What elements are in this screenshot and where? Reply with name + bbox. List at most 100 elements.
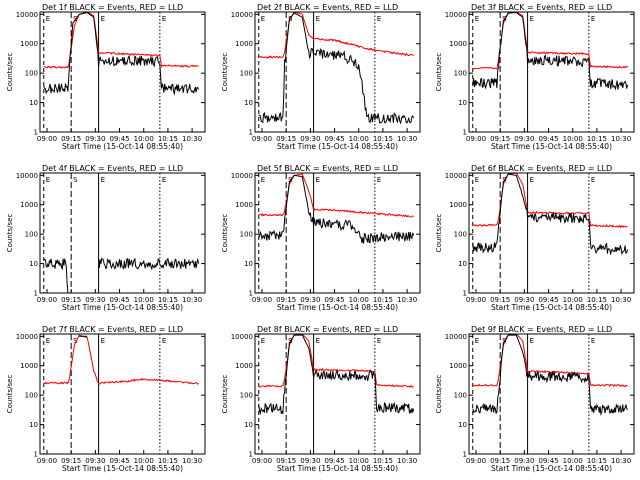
x-tick-label: 09:15: [276, 135, 296, 143]
events-series-line: [472, 334, 629, 416]
x-tick-label: 09:45: [324, 457, 344, 465]
x-axis-label: Start Time (15-Oct-14 08:55:40): [277, 464, 398, 473]
x-tick-label: 10:00: [349, 135, 369, 143]
y-tick-label: 1: [249, 290, 253, 298]
x-tick-label: 10:30: [611, 135, 631, 143]
x-axis-label: Start Time (15-Oct-14 08:55:40): [277, 303, 398, 312]
panel-title: Det 1f BLACK = Events, RED = LLD: [42, 3, 183, 12]
event-marker-label: E: [261, 176, 265, 184]
x-tick-label: 10:00: [563, 457, 583, 465]
x-tick-label: 10:30: [182, 135, 202, 143]
x-tick-label: 09:30: [85, 296, 105, 304]
panel-det-4: Det 4f BLACK = Events, RED = LLD E S E E 1 10 1…: [6, 164, 206, 312]
y-tick-label: 10000: [231, 11, 253, 19]
event-marker-label: E: [101, 176, 105, 184]
lld-series-line: [472, 333, 628, 388]
panel-title: Det 2f BLACK = Events, RED = LLD: [257, 3, 398, 12]
panel-title: Det 7f BLACK = Events, RED = LLD: [42, 325, 183, 334]
y-tick-label: 10000: [445, 11, 467, 19]
y-tick-label: 1: [463, 129, 467, 137]
y-tick-label: 10: [244, 260, 253, 268]
plot-frame: [468, 11, 635, 133]
x-tick-label: 09:15: [490, 457, 510, 465]
x-tick-label: 09:00: [37, 135, 57, 143]
event-marker-label: E: [591, 176, 595, 184]
y-tick-label: 1: [34, 129, 38, 137]
y-tick-label: 1000: [235, 362, 253, 370]
y-tick-label: 1000: [20, 201, 38, 209]
event-marker-label: E: [591, 337, 595, 345]
event-marker-label: E: [316, 15, 320, 23]
y-tick-label: 10: [29, 421, 38, 429]
x-tick-label: 09:30: [300, 135, 320, 143]
x-tick-label: 09:15: [61, 457, 81, 465]
x-tick-label: 10:30: [182, 296, 202, 304]
x-tick-label: 09:00: [37, 457, 57, 465]
x-tick-label: 09:30: [85, 457, 105, 465]
y-tick-label: 10: [458, 99, 467, 107]
y-tick-label: 100: [240, 392, 253, 400]
x-tick-label: 09:15: [490, 135, 510, 143]
events-series-line: [98, 257, 200, 271]
events-series-line: [258, 12, 415, 125]
x-tick-label: 09:15: [490, 296, 510, 304]
x-tick-label: 10:15: [158, 457, 178, 465]
y-tick-label: 10: [244, 99, 253, 107]
x-axis-label: Start Time (15-Oct-14 08:55:40): [491, 142, 612, 151]
y-tick-label: 1: [463, 290, 467, 298]
y-tick-label: 10000: [16, 11, 38, 19]
event-marker-label: E: [377, 176, 381, 184]
y-tick-label: 1000: [449, 201, 467, 209]
y-tick-label: 1000: [20, 40, 38, 48]
x-tick-label: 09:45: [324, 135, 344, 143]
panel-title: Det 6f BLACK = Events, RED = LLD: [471, 164, 612, 173]
plot-frame: [39, 11, 206, 133]
event-marker-label: E: [316, 337, 320, 345]
x-tick-label: 10:00: [349, 457, 369, 465]
x-tick-label: 09:00: [37, 296, 57, 304]
event-marker-label: E: [530, 176, 534, 184]
y-tick-label: 10: [458, 260, 467, 268]
x-tick-label: 10:15: [158, 135, 178, 143]
x-tick-label: 09:00: [252, 135, 272, 143]
event-marker-label: E: [162, 15, 166, 23]
y-tick-label: 100: [25, 70, 38, 78]
panel-title: Det 8f BLACK = Events, RED = LLD: [257, 325, 398, 334]
event-marker-label: E: [101, 15, 105, 23]
event-marker-label: E: [46, 176, 50, 184]
y-tick-label: 100: [25, 231, 38, 239]
event-marker-label: E: [377, 337, 381, 345]
lld-series-line: [258, 333, 414, 388]
event-marker-label: E: [162, 176, 166, 184]
y-tick-label: 1: [34, 290, 38, 298]
plot-frame: [39, 333, 206, 455]
event-marker-label: E: [261, 337, 265, 345]
x-tick-label: 10:30: [397, 135, 417, 143]
y-tick-label: 10: [29, 260, 38, 268]
x-tick-label: 10:15: [587, 296, 607, 304]
events-series-line: [258, 174, 415, 244]
x-tick-label: 09:45: [109, 457, 129, 465]
event-marker-label: E: [530, 337, 534, 345]
event-marker-label: S: [73, 337, 78, 345]
x-axis-label: Start Time (15-Oct-14 08:55:40): [491, 303, 612, 312]
x-tick-label: 09:30: [514, 135, 534, 143]
event-marker-label: E: [530, 15, 534, 23]
x-axis-label: Start Time (15-Oct-14 08:55:40): [62, 142, 183, 151]
x-tick-label: 10:15: [373, 296, 393, 304]
y-tick-label: 10000: [445, 333, 467, 341]
event-marker-label: E: [475, 337, 479, 345]
y-tick-label: 10000: [16, 172, 38, 180]
y-axis-label: Counts/sec: [221, 375, 229, 414]
event-marker-label: E: [475, 15, 479, 23]
y-tick-label: 1: [249, 129, 253, 137]
x-tick-label: 09:00: [466, 296, 486, 304]
x-tick-label: 09:45: [538, 135, 558, 143]
y-tick-label: 10: [458, 421, 467, 429]
x-tick-label: 10:00: [134, 135, 154, 143]
event-marker-label: E: [475, 176, 479, 184]
x-tick-label: 10:00: [134, 296, 154, 304]
